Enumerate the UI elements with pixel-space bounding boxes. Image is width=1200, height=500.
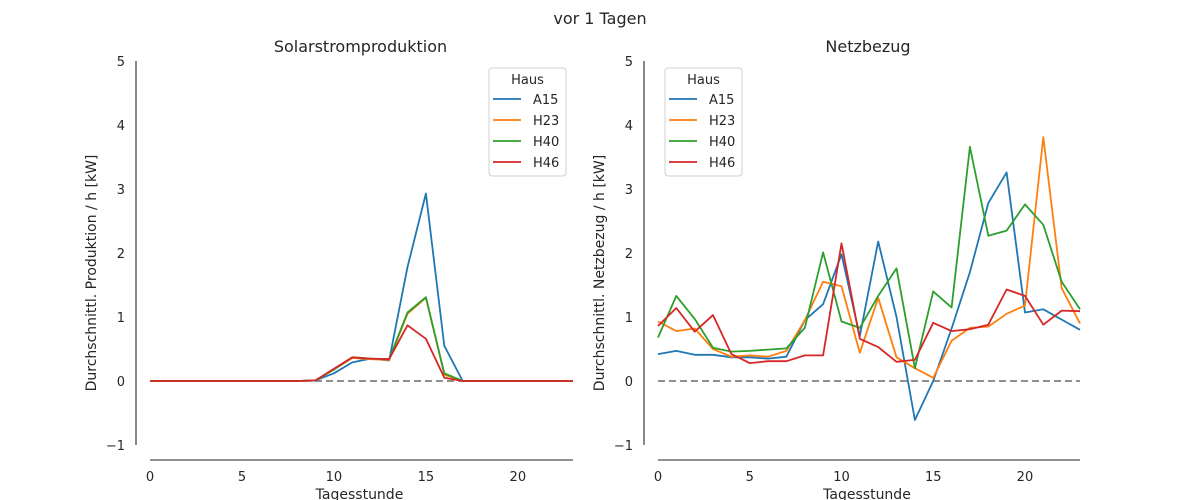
y-tick-label: 2 — [625, 247, 633, 262]
legend-title: Haus — [687, 73, 720, 88]
legend-title: Haus — [511, 73, 544, 88]
series-line-h40 — [657, 145, 1081, 370]
y-tick-label: 3 — [625, 183, 633, 198]
legend: Haus A15 H23 H40 H46 — [488, 67, 567, 177]
x-tick-label: 10 — [833, 470, 850, 485]
series-line-h40 — [150, 296, 573, 382]
y-tick-label: −1 — [614, 439, 633, 454]
x-tick-label: 5 — [746, 470, 754, 485]
x-tick-label: 10 — [326, 470, 343, 485]
chart-panel-1: −1 0 1 2 3 4 5 0 5 10 15 20 Solarstromproduktion Tage… — [84, 37, 573, 500]
legend: Haus A15 H23 H40 H46 — [664, 67, 743, 177]
series-line-h46 — [657, 242, 1081, 365]
legend-label-h40: H40 — [533, 135, 559, 150]
x-axis-label: Tagesstunde — [822, 487, 911, 500]
legend-label-h46: H46 — [533, 156, 559, 171]
y-tick-label: 2 — [117, 247, 125, 262]
y-axis-label: Durchschnittl. Produktion / h [kW] — [84, 155, 100, 392]
legend-label-h40: H40 — [709, 135, 735, 150]
chart-title: Netzbezug — [825, 37, 910, 56]
legend-label-h46: H46 — [709, 156, 735, 171]
x-tick-label: 20 — [1017, 470, 1034, 485]
y-tick-label: 5 — [625, 55, 633, 70]
x-tick-label: 15 — [925, 470, 942, 485]
x-tick-label: 15 — [418, 470, 435, 485]
y-tick-label: 1 — [625, 311, 633, 326]
legend-label-h23: H23 — [533, 114, 559, 129]
y-tick-label: 5 — [117, 55, 125, 70]
series-line-a15 — [150, 192, 573, 382]
x-tick-label: 0 — [146, 470, 154, 485]
y-tick-label: 3 — [117, 183, 125, 198]
series-line-h46 — [150, 324, 573, 382]
x-tick-label: 5 — [238, 470, 246, 485]
x-tick-label: 20 — [510, 470, 527, 485]
y-axis-label: Durchschnittl. Netzbezug / h [kW] — [592, 155, 608, 391]
chart-panel-2: −1 0 1 2 3 4 5 0 5 10 15 20 Netzbezug Tagesstunde Durc… — [592, 37, 1081, 500]
series-line-a15 — [657, 171, 1081, 421]
figure-title: vor 1 Tagen — [553, 9, 646, 28]
series-line-h23 — [657, 136, 1081, 379]
chart-title: Solarstromproduktion — [274, 37, 447, 56]
legend-box — [488, 67, 567, 177]
y-tick-label: 0 — [117, 375, 125, 390]
y-tick-label: 4 — [117, 119, 125, 134]
legend-label-a15: A15 — [709, 93, 734, 108]
legend-box — [664, 67, 743, 177]
series-line-h23 — [150, 296, 573, 382]
legend-label-h23: H23 — [709, 114, 735, 129]
y-tick-label: 4 — [625, 119, 633, 134]
legend-label-a15: A15 — [533, 93, 558, 108]
x-tick-label: 0 — [654, 470, 662, 485]
x-axis-label: Tagesstunde — [315, 487, 404, 500]
y-tick-label: −1 — [106, 439, 125, 454]
y-tick-label: 1 — [117, 311, 125, 326]
y-tick-label: 0 — [625, 375, 633, 390]
